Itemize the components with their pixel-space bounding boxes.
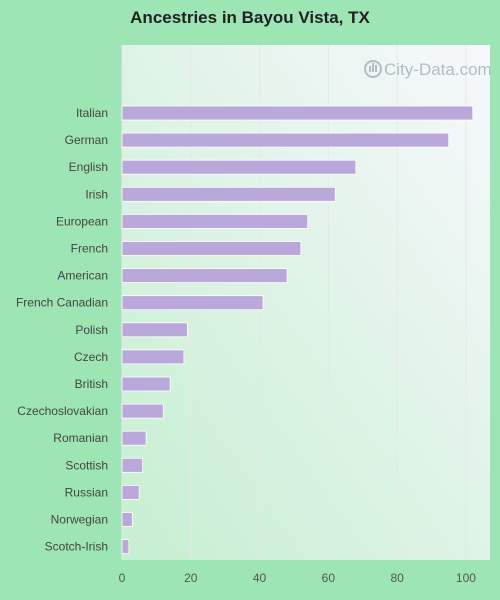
category-label: Scotch-Irish xyxy=(45,540,108,554)
category-label: Italian xyxy=(76,106,108,120)
category-label: Scottish xyxy=(65,458,108,472)
x-tick-label: 20 xyxy=(184,571,198,585)
x-tick-label: 80 xyxy=(390,571,404,585)
category-label: British xyxy=(75,377,108,391)
x-tick-label: 100 xyxy=(456,571,476,585)
category-label: Russian xyxy=(65,485,108,499)
bar xyxy=(121,241,302,256)
bar xyxy=(121,105,474,121)
x-tick-label: 60 xyxy=(322,571,336,585)
category-label: European xyxy=(56,214,108,228)
watermark-text: City-Data.com xyxy=(384,60,492,79)
bar xyxy=(121,132,450,148)
bar xyxy=(121,349,185,365)
x-axis-ticks: 0 20 40 60 80 100 xyxy=(119,571,477,585)
bar xyxy=(121,403,164,419)
category-label: French xyxy=(71,242,108,256)
x-tick-label: 0 xyxy=(119,571,126,585)
bar xyxy=(121,322,188,338)
bars xyxy=(121,105,474,554)
bar xyxy=(121,376,171,392)
category-label: Romanian xyxy=(53,431,108,445)
bar xyxy=(121,512,133,527)
bar xyxy=(121,213,309,229)
x-tick-label: 40 xyxy=(253,571,267,585)
bar xyxy=(121,159,357,175)
category-label: Irish xyxy=(85,187,108,201)
bar xyxy=(121,539,130,554)
category-label: Czech xyxy=(74,350,108,364)
category-label: Polish xyxy=(75,323,108,337)
category-label: Czechoslovakian xyxy=(17,404,108,418)
category-label: English xyxy=(69,160,108,174)
category-label: German xyxy=(65,133,108,147)
chart-title: Ancestries in Bayou Vista, TX xyxy=(130,8,370,27)
category-label: Norwegian xyxy=(51,513,108,527)
bar xyxy=(121,484,140,500)
bar xyxy=(121,430,147,446)
category-label: French Canadian xyxy=(16,296,108,310)
bar xyxy=(121,186,336,202)
bar xyxy=(121,268,288,284)
category-label: American xyxy=(57,269,108,283)
watermark: City-Data.com xyxy=(364,60,492,79)
bar xyxy=(121,295,264,311)
bar xyxy=(121,457,144,473)
city-data-logo-icon xyxy=(364,60,382,78)
category-labels: Italian German English Irish European French A… xyxy=(16,106,108,554)
